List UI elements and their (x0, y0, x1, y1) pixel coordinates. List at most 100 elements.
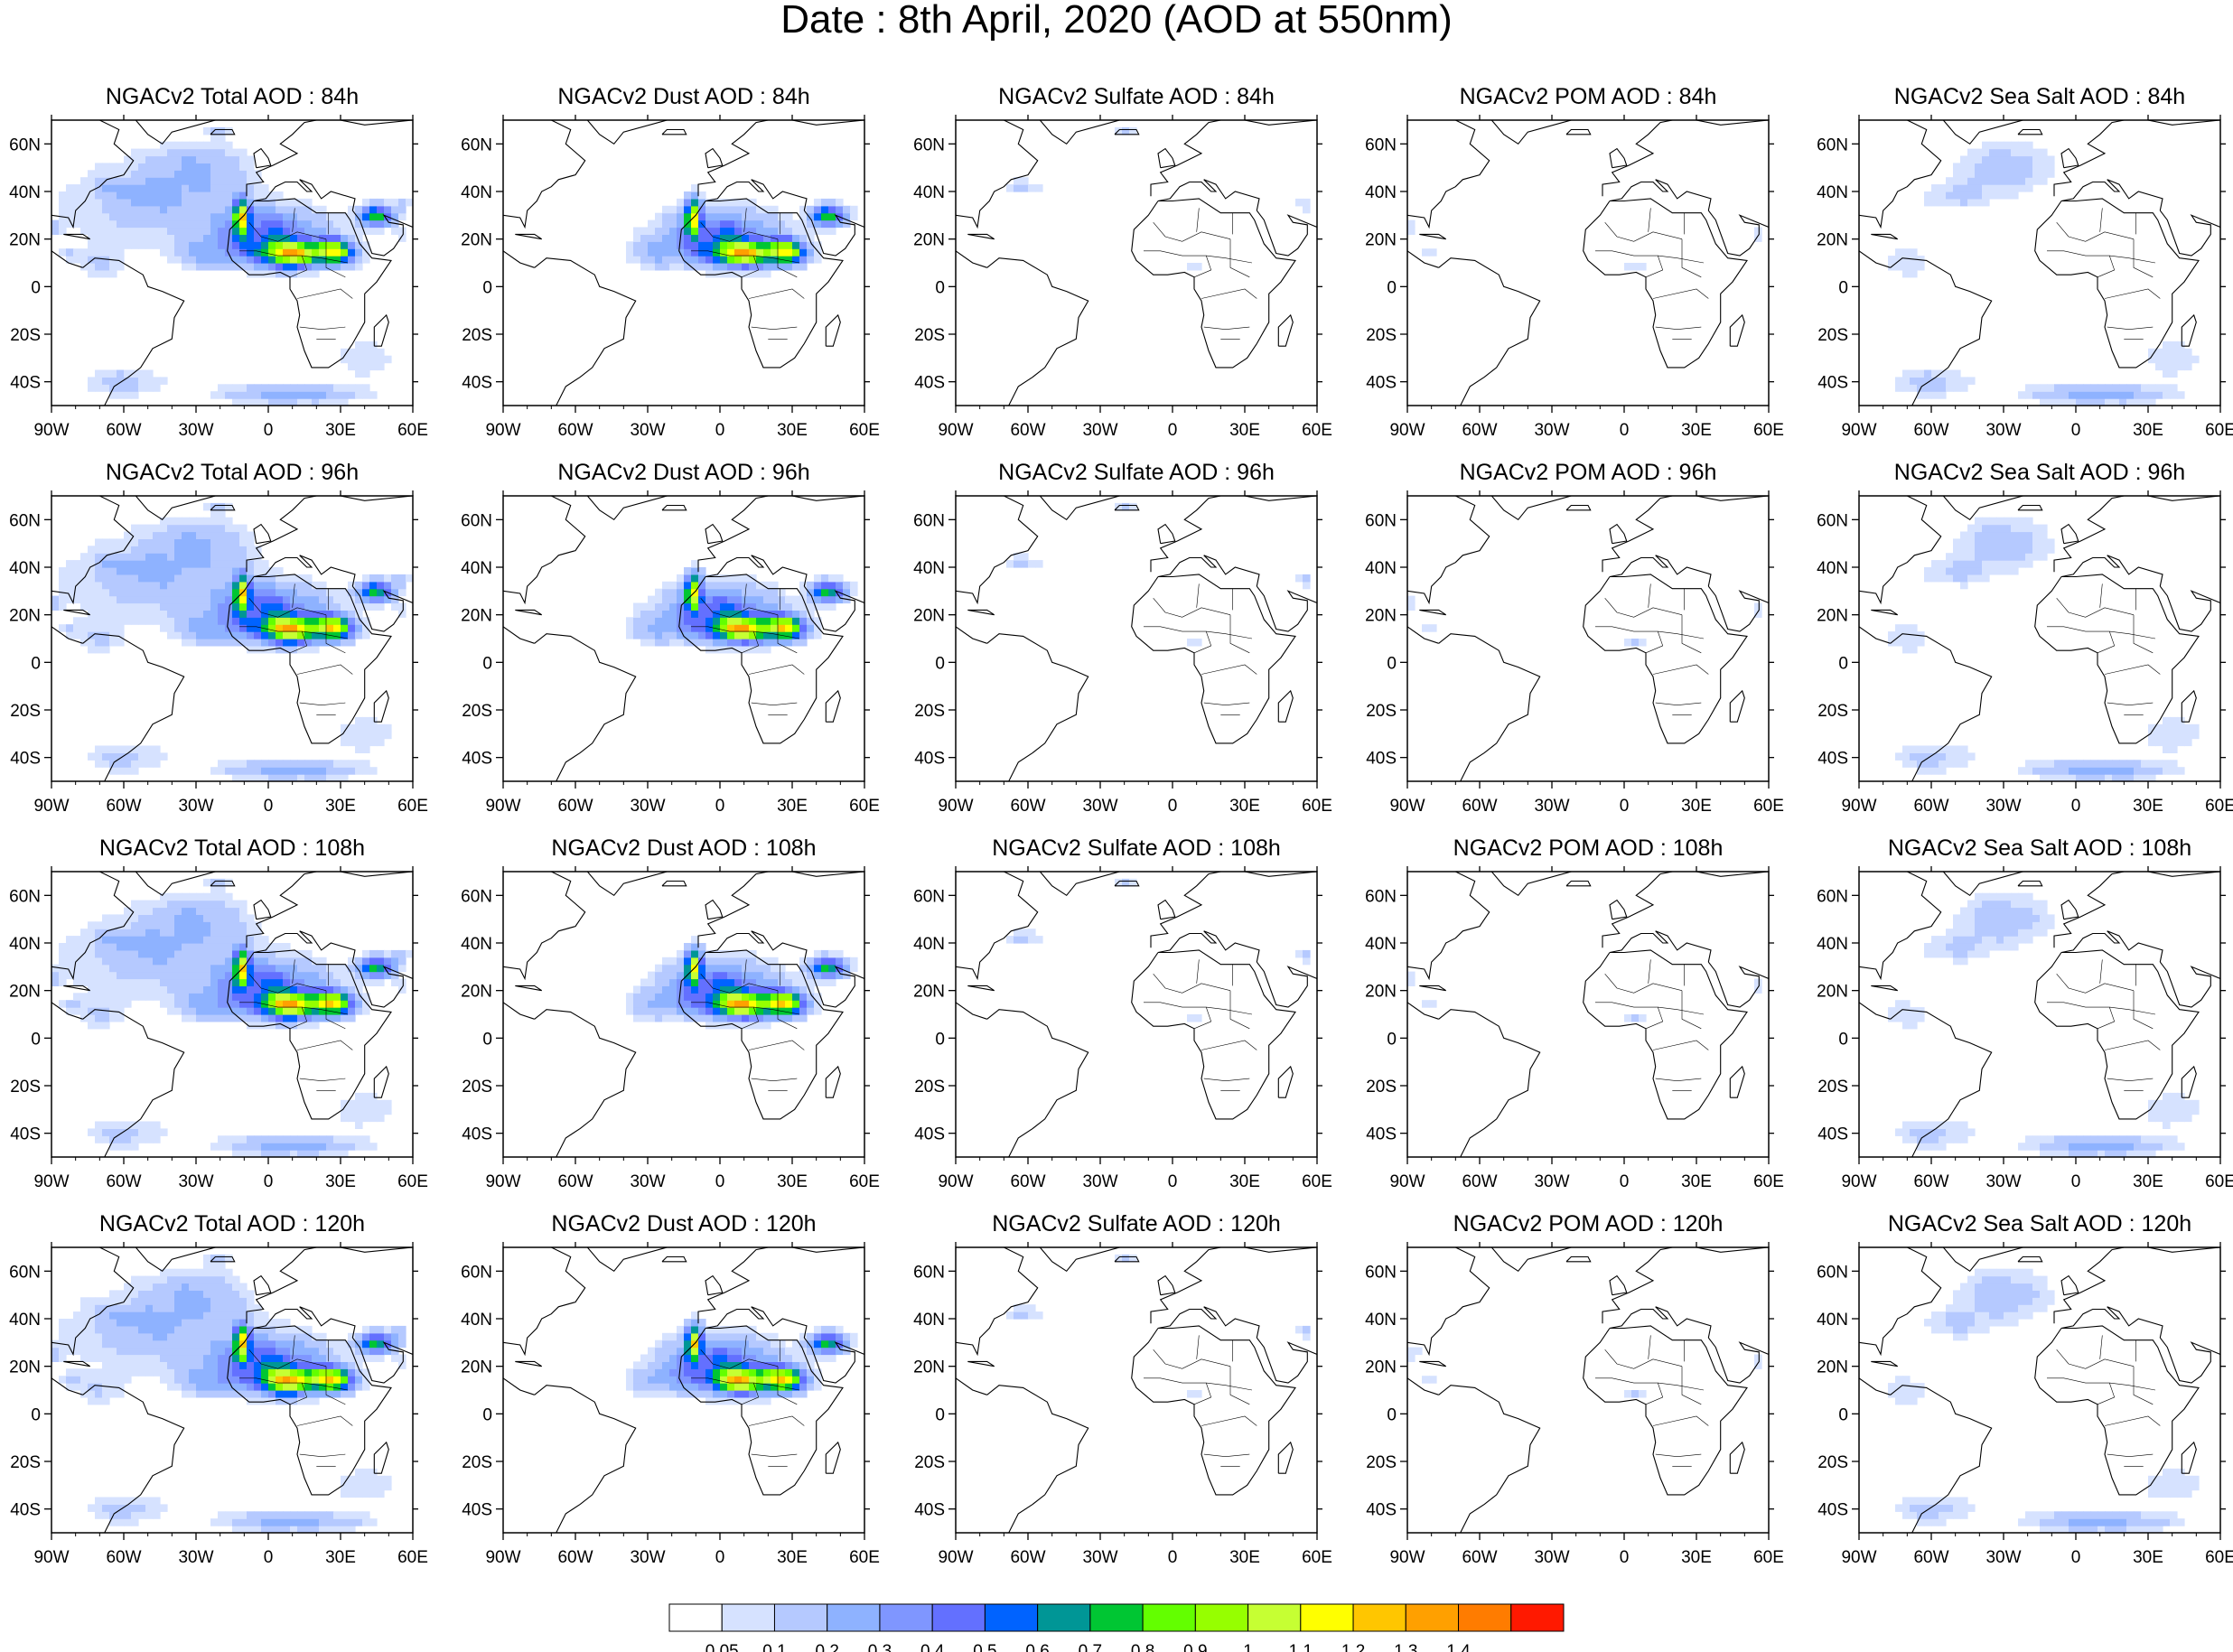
lon-tick-label: 60W (1462, 421, 1497, 440)
panel-title: NGACv2 POM AOD : 84h (1459, 84, 1717, 109)
lat-tick-label: 40S (1366, 1125, 1397, 1144)
lon-tick-label: 30E (777, 1172, 808, 1191)
lat-tick-label: 60N (913, 135, 945, 154)
lat-tick-label: 20N (9, 1358, 41, 1377)
lon-tick-label: 60W (1913, 1172, 1948, 1191)
lat-tick-label: 60N (1365, 887, 1397, 906)
lat-tick-label: 40S (914, 750, 945, 769)
lat-tick-label: 20N (913, 607, 945, 626)
map-panel-pom-120h: 90W 60W 30W 0 30E 60E 60N 40N 20N 0 20S 40S (1365, 1242, 1784, 1567)
panel-title: NGACv2 Dust AOD : 108h (551, 835, 817, 861)
lon-tick-label: 60E (1302, 1172, 1332, 1191)
lat-tick-label: 20S (1817, 326, 1848, 345)
coastlines (1407, 1247, 1769, 1533)
lon-tick-label: 30E (1229, 421, 1260, 440)
lon-tick-label: 30W (178, 1548, 213, 1567)
colorbar-label: 0.9 (1183, 1642, 1207, 1652)
lon-tick-label: 90W (1841, 421, 1876, 440)
lon-tick-label: 90W (1389, 797, 1425, 816)
lat-tick-label: 20S (10, 326, 41, 345)
panel-title: NGACv2 Sea Salt AOD : 108h (1887, 835, 2192, 861)
lat-tick-label: 40S (462, 750, 492, 769)
lat-tick-label: 40N (913, 559, 945, 578)
lon-tick-label: 30E (2133, 421, 2163, 440)
colorbar-label: 0.3 (868, 1642, 892, 1652)
lon-tick-label: 60W (1462, 1548, 1497, 1567)
lon-tick-label: 30E (2133, 1548, 2163, 1567)
lat-tick-label: 20N (1365, 607, 1397, 626)
lon-tick-label: 30E (1681, 797, 1712, 816)
map-panel-sulfate-96h: 90W 60W 30W 0 30E 60E 60N 40N 20N 0 20S 40S (913, 490, 1332, 816)
lat-tick-label: 40S (1366, 374, 1397, 393)
aod-shading (626, 560, 858, 654)
colorbar-label: 0.8 (1131, 1642, 1154, 1652)
lon-tick-label: 60W (557, 797, 593, 816)
lon-tick-label: 30E (325, 1548, 356, 1567)
lat-tick-label: 40N (913, 935, 945, 954)
lat-tick-label: 40N (9, 183, 41, 202)
lat-tick-label: 20N (1817, 1358, 1848, 1377)
lat-tick-label: 20N (9, 231, 41, 250)
colorbar-swatch (931, 1603, 986, 1632)
lat-tick-label: 40S (1817, 750, 1848, 769)
panel-title: NGACv2 Sulfate AOD : 84h (998, 84, 1275, 109)
lon-tick-label: 60E (2205, 1548, 2233, 1567)
lon-tick-label: 0 (2071, 1172, 2081, 1191)
aod-shading (51, 1254, 406, 1533)
lat-tick-label: 20N (461, 607, 492, 626)
lat-tick-label: 40N (1365, 1311, 1397, 1330)
lat-tick-label: 20N (913, 1358, 945, 1377)
lon-tick-label: 30E (325, 421, 356, 440)
lat-tick-label: 0 (935, 1030, 945, 1049)
lat-tick-label: 20N (913, 983, 945, 1002)
lat-tick-label: 60N (461, 135, 492, 154)
lon-tick-label: 30W (1985, 1548, 2021, 1567)
colorbar-swatch (1510, 1603, 1565, 1632)
lat-tick-label: 20S (10, 1453, 41, 1472)
lat-tick-label: 0 (482, 654, 492, 673)
lat-tick-label: 0 (1387, 278, 1397, 297)
lat-tick-label: 60N (461, 887, 492, 906)
lon-tick-label: 0 (715, 797, 725, 816)
coastlines (956, 1247, 1317, 1533)
coastlines (1859, 872, 2220, 1157)
lon-tick-label: 30E (325, 1172, 356, 1191)
panel-title: NGACv2 Dust AOD : 120h (551, 1211, 817, 1237)
lon-tick-label: 0 (1168, 1548, 1178, 1567)
lat-tick-label: 60N (1365, 135, 1397, 154)
lon-tick-label: 60E (849, 797, 880, 816)
lat-tick-label: 20N (461, 231, 492, 250)
lon-tick-label: 0 (1168, 797, 1178, 816)
lat-tick-label: 20S (462, 1078, 492, 1097)
map-panel-seasalt-120h: 90W 60W 30W 0 30E 60E 60N 40N 20N 0 20S 40S (1817, 1242, 2233, 1567)
lon-tick-label: 30W (1985, 421, 2021, 440)
lon-tick-label: 90W (485, 1548, 520, 1567)
colorbar-label: 1.4 (1446, 1642, 1471, 1652)
lon-tick-label: 60E (1753, 1172, 1784, 1191)
aod-shading (1407, 219, 1762, 271)
map-panel-sulfate-84h: 90W 60W 30W 0 30E 60E 60N 40N 20N 0 20S 40S (913, 115, 1332, 440)
colorbar-swatch (1405, 1603, 1460, 1632)
lon-tick-label: 60E (397, 421, 428, 440)
lon-tick-label: 90W (33, 421, 69, 440)
lon-tick-label: 30E (1229, 1548, 1260, 1567)
lat-tick-label: 20S (1817, 702, 1848, 721)
map-panel-sulfate-120h: 90W 60W 30W 0 30E 60E 60N 40N 20N 0 20S 40S (913, 1242, 1332, 1567)
lon-tick-label: 0 (1168, 421, 1178, 440)
lon-tick-label: 0 (715, 421, 725, 440)
colorbar-swatch (1300, 1603, 1354, 1632)
lon-tick-label: 90W (33, 797, 69, 816)
lon-tick-label: 60W (1913, 1548, 1948, 1567)
panel-title: NGACv2 Total AOD : 108h (98, 835, 366, 861)
lon-tick-label: 60W (1462, 1172, 1497, 1191)
lat-tick-label: 40N (913, 1311, 945, 1330)
colorbar-swatch (1037, 1603, 1091, 1632)
lat-tick-label: 40S (1817, 1125, 1848, 1144)
panel-title: NGACv2 POM AOD : 96h (1459, 460, 1717, 485)
lat-tick-label: 20N (461, 983, 492, 1002)
lat-tick-label: 40S (914, 1125, 945, 1144)
lon-tick-label: 60W (106, 1172, 141, 1191)
lon-tick-label: 60W (557, 1172, 593, 1191)
lat-tick-label: 40S (1817, 374, 1848, 393)
